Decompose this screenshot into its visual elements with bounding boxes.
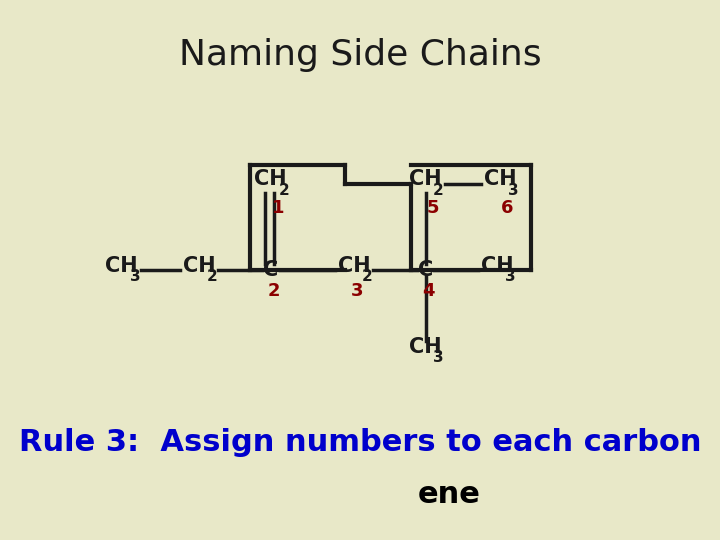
Text: ene: ene	[418, 480, 481, 509]
Text: 2: 2	[207, 269, 217, 284]
Text: 3: 3	[433, 350, 444, 365]
Text: CH: CH	[254, 169, 287, 190]
Text: 3: 3	[351, 282, 364, 300]
Text: C: C	[263, 260, 279, 280]
Text: CH: CH	[484, 169, 516, 190]
Text: CH: CH	[481, 255, 513, 276]
Text: 4: 4	[422, 282, 435, 300]
Text: Rule 3:  Assign numbers to each carbon: Rule 3: Assign numbers to each carbon	[19, 428, 701, 457]
Text: CH: CH	[409, 169, 442, 190]
Text: 2: 2	[361, 269, 372, 284]
Text: Naming Side Chains: Naming Side Chains	[179, 38, 541, 72]
Text: 3: 3	[505, 269, 516, 284]
Text: 1: 1	[271, 199, 284, 217]
Text: 2: 2	[279, 183, 289, 198]
Text: CH: CH	[183, 255, 215, 276]
Text: 5: 5	[426, 199, 439, 217]
Text: 2: 2	[433, 183, 444, 198]
Text: 2: 2	[267, 282, 280, 300]
Text: CH: CH	[338, 255, 370, 276]
Text: CH: CH	[409, 336, 442, 357]
Text: CH: CH	[106, 255, 138, 276]
Text: 6: 6	[501, 199, 513, 217]
Text: 3: 3	[508, 183, 518, 198]
Text: C: C	[418, 260, 433, 280]
Text: 3: 3	[130, 269, 140, 284]
